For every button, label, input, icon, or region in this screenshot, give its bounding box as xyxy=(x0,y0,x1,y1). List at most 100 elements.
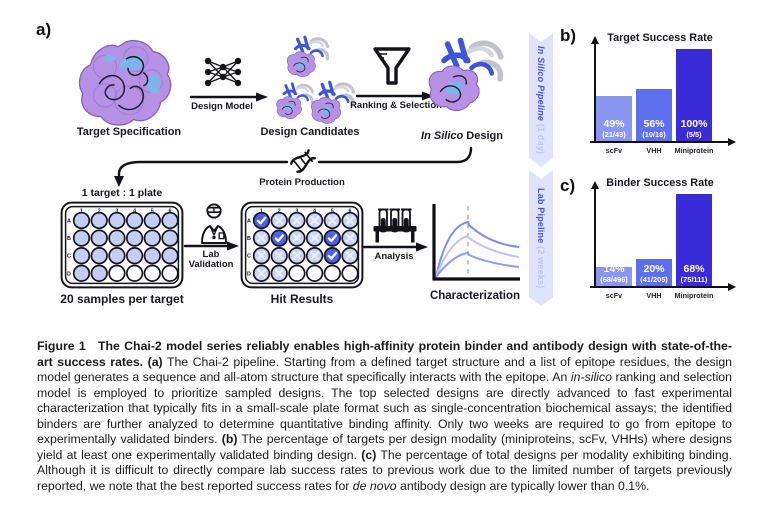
x-axis xyxy=(590,140,728,143)
x-tick-VHH: VHH xyxy=(646,146,662,155)
bars: 49% (21/43) 56% (10/18) 100% (5/5) xyxy=(584,41,736,141)
funnel-icon xyxy=(373,47,411,85)
in-silico-design-label: In Silico Design xyxy=(421,130,503,142)
well-empty xyxy=(108,264,126,282)
well-filled xyxy=(72,264,91,282)
characterization-label: Characterization xyxy=(429,290,521,302)
svg-text:4: 4 xyxy=(133,209,136,215)
bar-value-label: 49% xyxy=(603,117,625,130)
neural-network-icon xyxy=(204,57,242,87)
x-mark-icon xyxy=(310,251,319,261)
x-tick-scFv: scFv xyxy=(605,146,623,155)
bar-fraction-label: (41/205) xyxy=(640,274,668,284)
well-filled xyxy=(125,229,144,247)
well-empty xyxy=(323,264,341,282)
sample-well-plate: 1 2 3 4 5 6 A B C D xyxy=(60,201,184,289)
bar-fraction-label: (10/18) xyxy=(642,129,666,139)
well-filled xyxy=(108,211,126,230)
x-axis-arrow xyxy=(728,282,736,291)
in-silico-design-structure xyxy=(420,32,512,126)
bar-fraction-label: (75/111) xyxy=(680,274,708,284)
check-mark-icon xyxy=(327,234,338,243)
svg-text:B: B xyxy=(67,236,71,242)
lab-validation-label-line2: Validation xyxy=(188,259,234,270)
x-mark-icon xyxy=(292,233,302,243)
svg-text:C: C xyxy=(247,254,251,260)
bar-VHH: 20% (41/205) xyxy=(636,258,672,286)
well-empty xyxy=(305,264,324,282)
x-mark-icon xyxy=(257,233,266,243)
target-protein-structure xyxy=(78,39,172,126)
plate1-title: 1 target : 1 plate xyxy=(81,187,163,199)
well-filled xyxy=(72,247,91,265)
well-filled xyxy=(72,229,91,247)
binding-kinetics-plot xyxy=(432,204,520,281)
target-success-rate-chart: Target Success Rate 49% (21/43) 56% (10/18)… xyxy=(584,24,736,182)
x-tick-labels: scFv VHH Miniprotein xyxy=(584,291,736,303)
x-mark-icon xyxy=(274,251,284,261)
well-filled xyxy=(108,229,126,247)
x-mark-icon xyxy=(292,216,302,225)
check-mark-icon xyxy=(327,251,338,260)
bar-fraction-label: (5/5) xyxy=(686,129,702,139)
target-specification-label: Target Specification xyxy=(76,126,182,138)
bar-value-label: 56% xyxy=(643,117,665,130)
well-filled xyxy=(90,247,108,265)
svg-text:1: 1 xyxy=(80,209,83,215)
check-mark-icon xyxy=(274,234,285,243)
test-tubes-icon xyxy=(373,208,417,243)
svg-text:1: 1 xyxy=(260,209,263,215)
panel-a-label: a) xyxy=(36,20,52,39)
chart-title: Target Success Rate xyxy=(607,32,713,44)
in-silico-pipeline-ribbon: In Silico Pipeline (1 day) xyxy=(529,33,553,167)
x-mark-icon xyxy=(327,216,337,225)
svg-text:3: 3 xyxy=(295,209,298,215)
svg-text:3: 3 xyxy=(115,209,118,215)
x-axis-arrow xyxy=(728,137,736,146)
svg-text:4: 4 xyxy=(313,209,316,215)
analysis-label: Analysis xyxy=(374,251,414,262)
hit-results-well-plate: 1 2 3 4 5 6 A B C D xyxy=(240,201,364,289)
bar-scFv: 14% (68/496) xyxy=(596,263,632,286)
plate1-caption: 20 samples per target xyxy=(60,292,184,306)
binder-success-rate-chart: Binder Success Rate 14% (68/496) 20% (41/20… xyxy=(584,169,736,327)
panel-b-label: b) xyxy=(560,26,577,45)
svg-text:5: 5 xyxy=(151,209,154,215)
ranking-selection-label: Ranking & Selection xyxy=(350,100,442,111)
chart-title: Binder Success Rate xyxy=(606,177,714,189)
svg-text:2: 2 xyxy=(98,209,101,215)
pipeline-arrows xyxy=(114,91,473,252)
svg-text:A: A xyxy=(67,219,71,225)
svg-text:6: 6 xyxy=(349,209,352,215)
well-filled xyxy=(125,247,144,265)
well-filled xyxy=(161,211,179,230)
well-empty xyxy=(341,264,359,282)
well-filled xyxy=(72,211,91,230)
bar-value-label: 20% xyxy=(643,262,665,275)
svg-text:B: B xyxy=(247,236,251,242)
check-mark-icon xyxy=(256,216,267,225)
svg-text:D: D xyxy=(67,271,71,277)
protein-production-label: Protein Production xyxy=(259,177,345,188)
x-tick-Miniprotein: Miniprotein xyxy=(674,291,714,300)
bar-VHH: 56% (10/18) xyxy=(636,89,672,141)
x-mark-icon xyxy=(292,251,302,261)
design-candidates-label: Design Candidates xyxy=(260,126,360,138)
dna-icon xyxy=(290,149,316,173)
plate2-caption: Hit Results xyxy=(270,292,334,306)
x-mark-icon xyxy=(345,251,355,261)
x-axis xyxy=(590,285,728,288)
svg-text:5: 5 xyxy=(331,209,334,215)
well-filled xyxy=(90,264,108,282)
well-filled xyxy=(125,211,144,230)
well-empty xyxy=(143,264,161,282)
figure-caption: Figure 1 The Chai-2 model series reliabl… xyxy=(37,339,733,493)
x-mark-icon xyxy=(274,268,284,278)
well-filled xyxy=(143,247,161,265)
scientist-icon xyxy=(201,203,227,244)
well-filled xyxy=(90,229,108,247)
x-mark-icon xyxy=(257,268,266,278)
x-mark-icon xyxy=(345,233,355,243)
design-model-label: Design Model xyxy=(191,101,253,112)
svg-text:6: 6 xyxy=(169,209,172,215)
